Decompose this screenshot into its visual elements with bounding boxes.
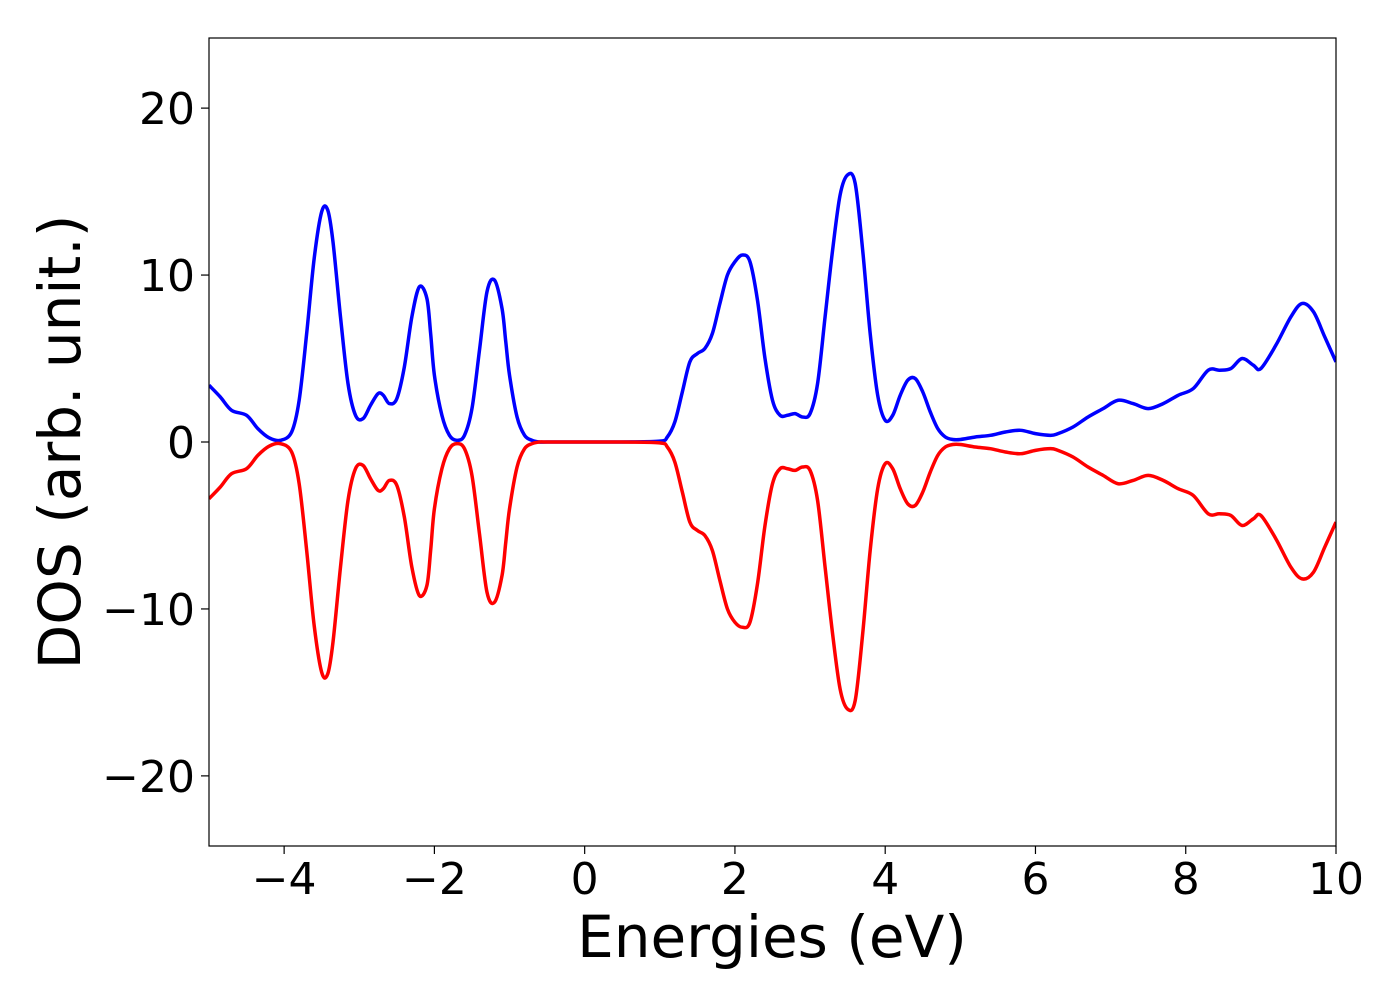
x-tick-label: −4 xyxy=(252,854,317,905)
x-tick-label: −2 xyxy=(402,854,467,905)
x-axis-label: Energies (eV) xyxy=(577,903,967,971)
y-tick-label: −10 xyxy=(102,585,195,636)
x-tick-label: 10 xyxy=(1308,854,1364,905)
series-layer xyxy=(209,171,1336,713)
x-tick-label: 6 xyxy=(1021,854,1049,905)
y-tick-label: −20 xyxy=(102,752,195,803)
series-line-2 xyxy=(209,440,1336,713)
x-tick-label: 2 xyxy=(721,854,749,905)
y-axis: 20 10 0 −10 −20 xyxy=(102,84,209,803)
y-axis-label: DOS (arb. unit.) xyxy=(26,215,94,670)
y-tick-label: 10 xyxy=(139,251,195,302)
y-tick-label: 20 xyxy=(139,84,195,135)
x-tick-label: 8 xyxy=(1172,854,1200,905)
x-tick-label: 0 xyxy=(571,854,599,905)
x-tick-label: 4 xyxy=(871,854,899,905)
series-line-1 xyxy=(209,171,1336,444)
y-tick-label: 0 xyxy=(167,418,195,469)
plot-frame xyxy=(208,37,1337,847)
x-axis: −4 −2 0 2 4 6 8 10 xyxy=(252,846,1364,905)
